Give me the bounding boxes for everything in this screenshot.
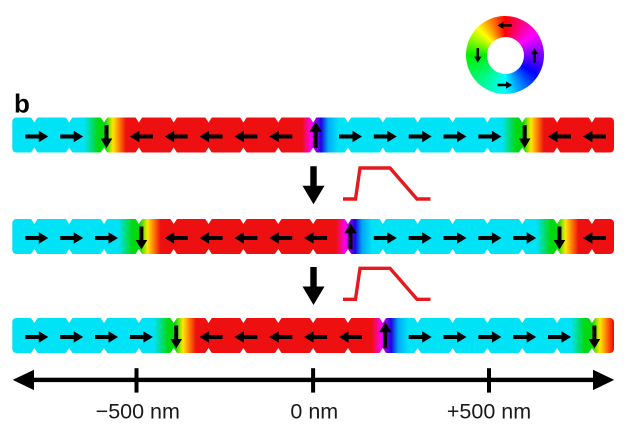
svg-text:b: b — [14, 89, 30, 119]
svg-text:0 nm: 0 nm — [290, 399, 338, 423]
svg-text:+500 nm: +500 nm — [447, 399, 531, 423]
svg-text:−500 nm: −500 nm — [96, 399, 180, 423]
